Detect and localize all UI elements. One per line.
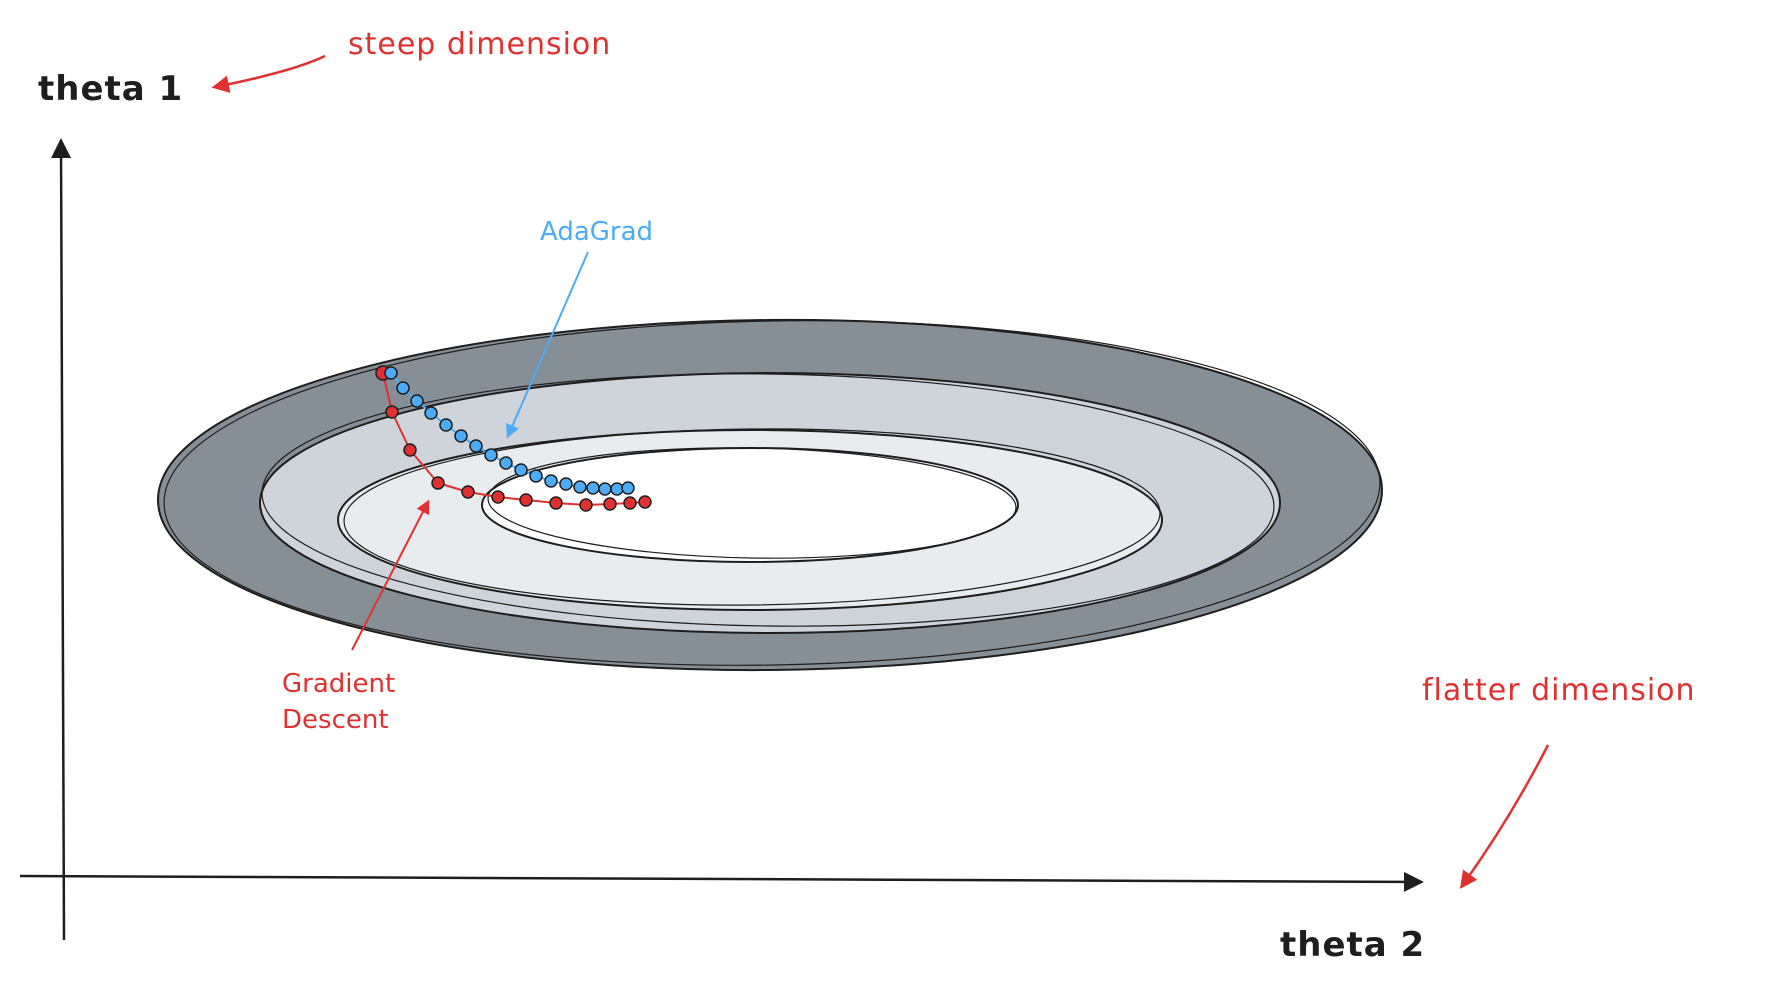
gradient-descent-point <box>638 495 652 509</box>
gradient-descent-point <box>519 493 533 507</box>
adagrad-point <box>484 448 498 462</box>
adagrad-point <box>586 481 600 495</box>
adagrad-point <box>424 406 438 420</box>
gradient-descent-path <box>375 365 652 512</box>
adagrad-point <box>621 481 635 495</box>
middle-contour-sketch <box>261 373 1275 627</box>
gradient-descent-step <box>409 449 439 484</box>
adagrad-point <box>514 463 528 477</box>
gradient-descent-point <box>623 496 637 510</box>
adagrad-point <box>469 439 483 453</box>
adagrad-label: AdaGrad <box>540 217 653 247</box>
adagrad-pointer-arrow <box>506 251 589 439</box>
gradient-descent-label-line1: Gradient <box>282 669 395 699</box>
inner-contour-sketch <box>343 428 1161 606</box>
adagrad-point <box>499 456 513 470</box>
gradient-descent-label-line2: Descent <box>282 705 389 735</box>
center-contour-sketch <box>487 447 1017 559</box>
gradient-descent-point <box>461 485 475 499</box>
adagrad-point <box>454 429 468 443</box>
y-axis <box>51 138 72 941</box>
adagrad-point <box>598 482 612 496</box>
gradient-descent-point <box>431 476 445 490</box>
adagrad-point <box>396 381 410 395</box>
gradient-descent-point <box>579 498 593 512</box>
gradient-descent-point <box>491 490 505 504</box>
y-axis-label: theta 1 <box>38 69 183 109</box>
gradient-descent-point <box>385 405 399 419</box>
axes <box>19 138 1424 941</box>
gradient-descent-step <box>391 411 411 451</box>
flatter-dimension-label: flatter dimension <box>1422 673 1696 708</box>
flatter-dimension-arrow <box>1459 744 1550 889</box>
adagrad-point <box>573 480 587 494</box>
outer-contour-sketch <box>163 320 1381 666</box>
gradient-descent-point <box>549 496 563 510</box>
adagrad-path <box>384 366 635 496</box>
steep-dimension-label: steep dimension <box>348 27 611 62</box>
adagrad-point <box>610 482 624 496</box>
adagrad-point <box>529 469 543 483</box>
contour-rings <box>157 318 1383 672</box>
gradient-descent-point <box>603 497 617 511</box>
adagrad-point <box>410 394 424 408</box>
adagrad-point <box>544 474 558 488</box>
steep-dimension-arrow <box>211 54 326 93</box>
gradient-descent-point <box>403 443 417 457</box>
x-axis-label: theta 2 <box>1280 925 1425 965</box>
x-axis <box>19 871 1424 892</box>
adagrad-point <box>384 366 398 380</box>
gradient-descent-pointer-arrow <box>351 499 430 651</box>
adagrad-point <box>559 477 573 491</box>
adagrad-point <box>439 418 453 432</box>
